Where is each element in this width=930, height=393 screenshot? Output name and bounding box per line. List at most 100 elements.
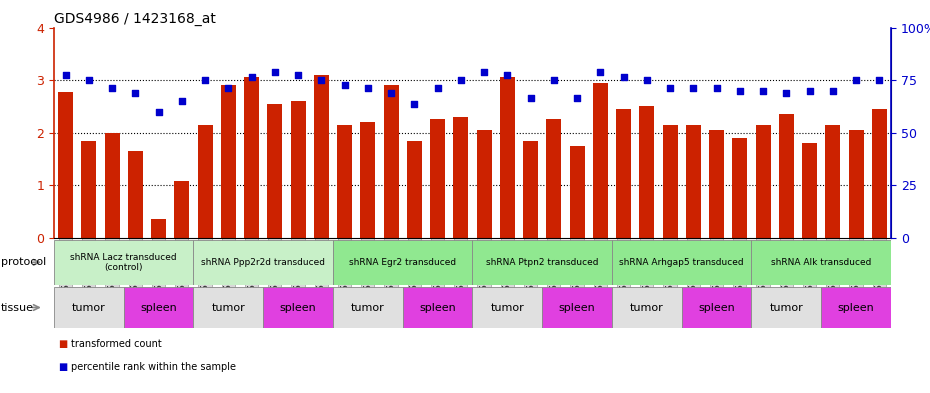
Point [802, 87, 817, 94]
Text: GDS4986 / 1423168_at: GDS4986 / 1423168_at [54, 13, 216, 26]
Bar [313, 75, 329, 238]
Point [406, 101, 421, 107]
Bar [523, 141, 538, 238]
Text: tumor: tumor [72, 303, 106, 312]
Bar [333, 287, 403, 328]
Bar [220, 85, 236, 238]
Bar [263, 287, 333, 328]
Point [848, 77, 863, 83]
Bar [755, 125, 771, 238]
Point [476, 69, 491, 75]
Bar [685, 125, 701, 238]
Point [81, 77, 96, 83]
Point [197, 77, 212, 83]
Bar [476, 130, 492, 238]
Text: spleen: spleen [838, 303, 874, 312]
Point [104, 85, 119, 91]
Text: protocol: protocol [1, 257, 46, 267]
Point [709, 85, 724, 91]
Bar [546, 119, 562, 238]
Point [546, 77, 561, 83]
Point [616, 74, 631, 81]
Bar [616, 109, 631, 238]
Point [383, 90, 398, 96]
Bar [662, 125, 678, 238]
Point [290, 72, 305, 78]
Bar [124, 287, 193, 328]
Point [337, 82, 352, 88]
Point [313, 77, 328, 83]
Bar [174, 181, 190, 238]
Text: shRNA Ppp2r2d transduced: shRNA Ppp2r2d transduced [201, 258, 326, 267]
Bar [430, 119, 445, 238]
Bar [639, 107, 655, 238]
Point [267, 69, 282, 75]
Text: ■: ■ [59, 362, 68, 373]
Point [662, 85, 677, 91]
Bar [709, 130, 724, 238]
Text: tumor: tumor [630, 303, 664, 312]
Text: spleen: spleen [140, 303, 177, 312]
Text: tumor: tumor [490, 303, 525, 312]
Bar [732, 138, 748, 238]
Point [732, 87, 747, 94]
Text: percentile rank within the sample: percentile rank within the sample [71, 362, 235, 373]
Bar [453, 117, 469, 238]
Text: spleen: spleen [280, 303, 316, 312]
Bar [825, 125, 841, 238]
Point [499, 72, 514, 78]
Point [244, 74, 259, 81]
Text: ■: ■ [59, 339, 68, 349]
Point [778, 90, 793, 96]
Bar [383, 85, 399, 238]
Bar [151, 219, 166, 238]
Text: shRNA Lacz transduced
(control): shRNA Lacz transduced (control) [71, 253, 177, 272]
Point [592, 69, 607, 75]
Bar [81, 141, 97, 238]
Bar [58, 92, 73, 238]
Bar [848, 130, 864, 238]
Bar [193, 240, 333, 285]
Point [453, 77, 468, 83]
Text: transformed count: transformed count [71, 339, 162, 349]
Bar [127, 151, 143, 238]
Bar [778, 114, 794, 238]
Bar [403, 287, 472, 328]
Bar [802, 143, 817, 238]
Point [871, 77, 886, 83]
Bar [104, 132, 120, 238]
Bar [54, 240, 193, 285]
Point [523, 95, 538, 102]
Text: shRNA Alk transduced: shRNA Alk transduced [771, 258, 871, 267]
Text: tumor: tumor [351, 303, 385, 312]
Text: shRNA Ptpn2 transduced: shRNA Ptpn2 transduced [486, 258, 598, 267]
Point [127, 90, 142, 96]
Point [220, 85, 235, 91]
Bar [244, 77, 259, 238]
Bar [360, 122, 376, 238]
Text: spleen: spleen [698, 303, 735, 312]
Point [58, 72, 73, 78]
Point [174, 98, 189, 104]
Bar [197, 125, 213, 238]
Bar [612, 287, 682, 328]
Text: shRNA Arhgap5 transduced: shRNA Arhgap5 transduced [619, 258, 744, 267]
Text: tissue: tissue [1, 303, 33, 312]
Bar [333, 240, 472, 285]
Bar [193, 287, 263, 328]
Text: spleen: spleen [559, 303, 595, 312]
Point [755, 87, 770, 94]
Point [151, 108, 166, 115]
Text: spleen: spleen [419, 303, 456, 312]
Bar [406, 141, 422, 238]
Bar [871, 109, 887, 238]
Bar [290, 101, 306, 238]
Bar [682, 287, 751, 328]
Text: tumor: tumor [769, 303, 804, 312]
Bar [472, 240, 612, 285]
Bar [542, 287, 612, 328]
Bar [592, 83, 608, 238]
Bar [751, 287, 821, 328]
Point [430, 85, 445, 91]
Bar [751, 240, 891, 285]
